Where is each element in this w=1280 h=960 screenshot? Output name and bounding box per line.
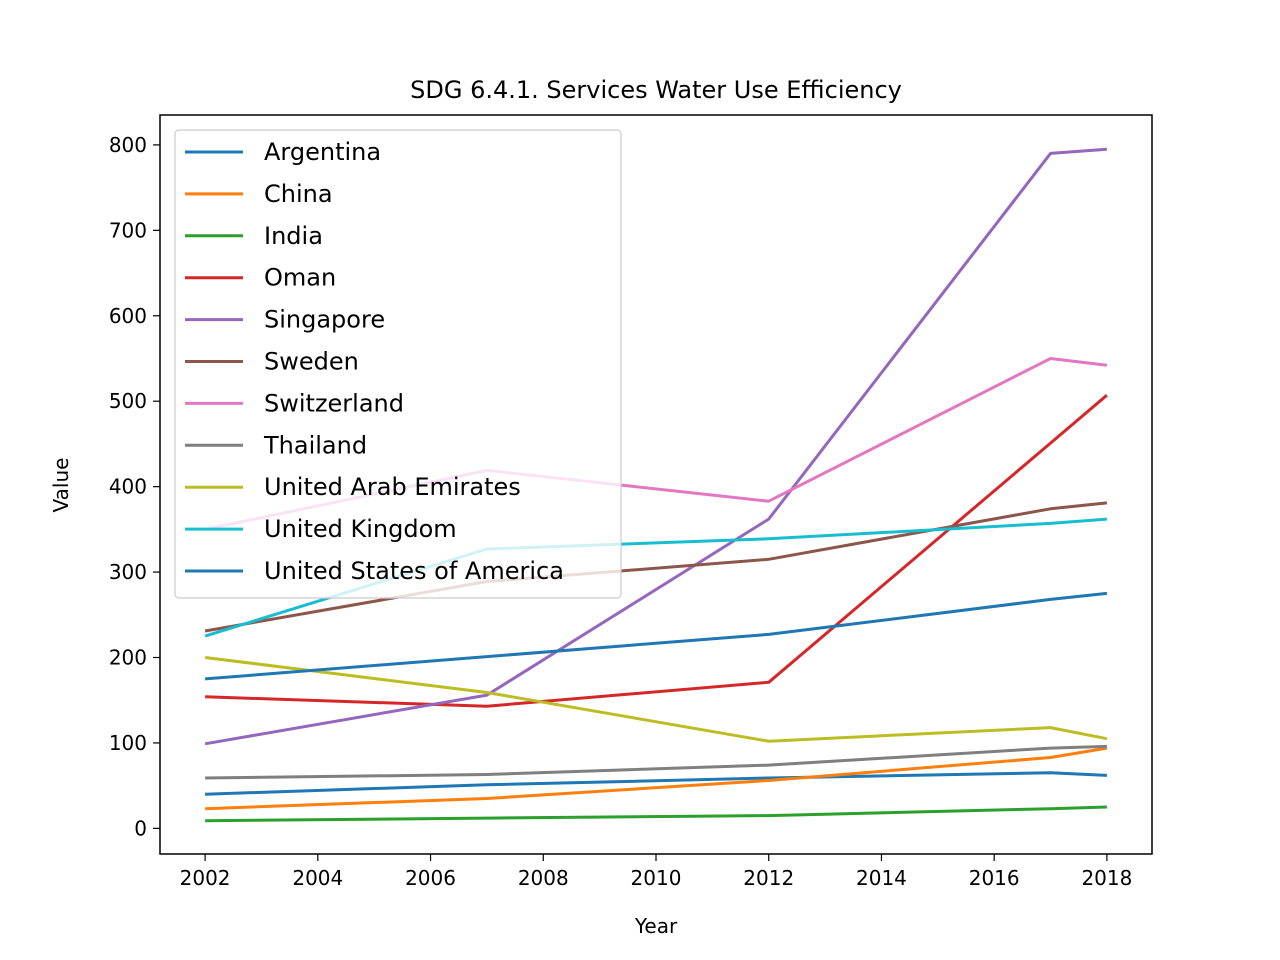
series-line-united-states-of-america [204, 591, 1108, 681]
x-axis: 2002 2004 2006 2008 2010 2012 2014 2016 2018 [180, 854, 1132, 890]
series-line-singapore [204, 147, 1108, 746]
y-axis: 0 100 200 300 400 500 600 700 800 [109, 133, 160, 840]
y-axis-label: Value [49, 458, 73, 513]
x-tick-label: 2008 [518, 866, 569, 890]
x-axis-label: Year [634, 914, 678, 938]
legend-label-argentina: Argentina [264, 138, 381, 166]
y-tick-label: 300 [109, 560, 147, 584]
x-tick-label: 2018 [1081, 866, 1132, 890]
series-line-oman [205, 394, 1108, 708]
y-tick-label: 0 [134, 816, 147, 840]
legend: Argentina China India Oman Singapore Sweden Sw… [174, 129, 622, 599]
legend-label-oman: Oman [264, 264, 336, 292]
y-tick-label: 400 [109, 475, 147, 499]
series-line-argentina [205, 771, 1107, 796]
x-tick-label: 2010 [631, 866, 682, 890]
y-tick-label: 800 [109, 133, 147, 157]
x-tick-label: 2014 [856, 866, 907, 890]
legend-label-singapore: Singapore [264, 306, 385, 334]
y-tick-label: 100 [109, 731, 147, 755]
legend-label-united-states-of-america: United States of America [264, 557, 564, 585]
y-tick-label: 500 [109, 389, 147, 413]
series-line-china [205, 746, 1108, 811]
legend-label-united-kingdom: United Kingdom [264, 515, 457, 543]
series-line-thailand [205, 744, 1107, 780]
legend-label-china: China [264, 180, 333, 208]
x-tick-label: 2004 [292, 866, 343, 890]
legend-label-switzerland: Switzerland [264, 389, 404, 417]
x-tick-label: 2012 [743, 866, 794, 890]
legend-box [174, 129, 622, 599]
series-layer [204, 147, 1108, 823]
legend-label-india: India [264, 222, 323, 250]
legend-label-sweden: Sweden [264, 348, 359, 376]
series-line-united-arab-emirates [204, 656, 1108, 743]
chart-title: SDG 6.4.1. Services Water Use Efficiency [410, 76, 902, 104]
x-tick-label: 2002 [180, 866, 231, 890]
y-tick-label: 200 [109, 646, 147, 670]
x-tick-label: 2016 [969, 866, 1020, 890]
legend-label-thailand: Thailand [263, 431, 367, 459]
x-tick-label: 2006 [405, 866, 456, 890]
y-tick-label: 700 [109, 218, 147, 242]
y-tick-label: 600 [109, 304, 147, 328]
series-line-india [205, 805, 1107, 823]
legend-label-united-arab-emirates: United Arab Emirates [264, 473, 521, 501]
